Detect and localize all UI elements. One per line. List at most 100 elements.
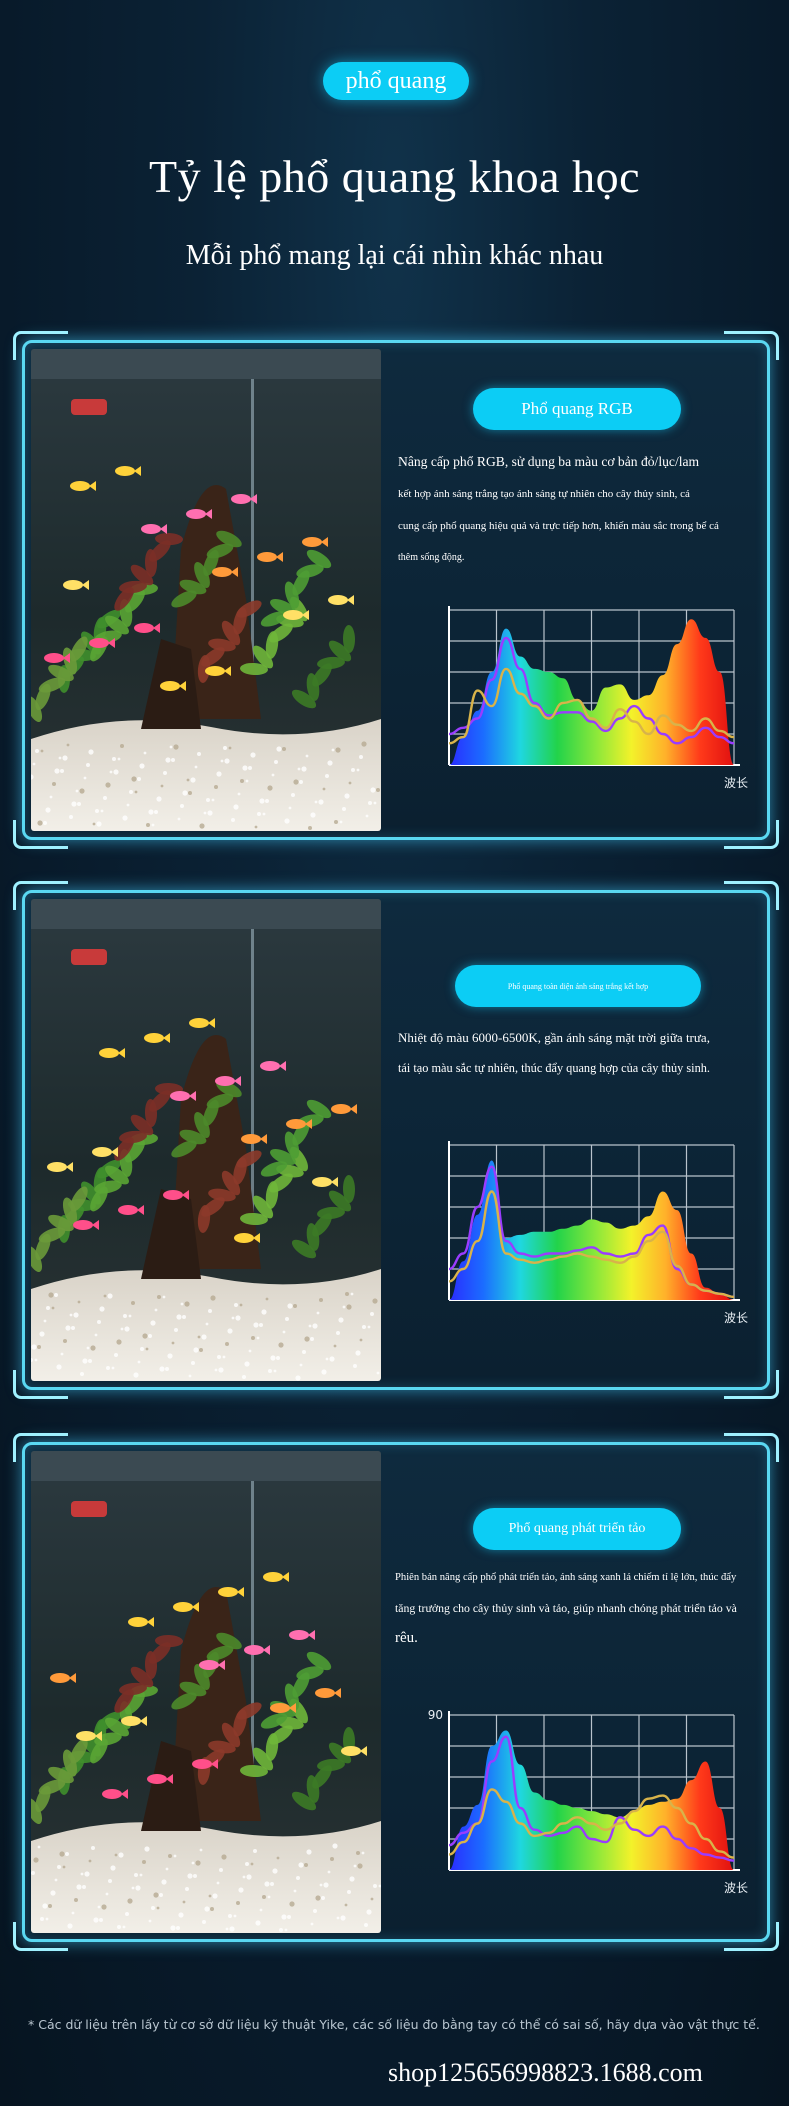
gravel-pebble [212, 1893, 218, 1899]
description-line: Nhiệt độ màu 6000-6500K, gần ánh sáng mặ… [398, 1030, 710, 1045]
gravel-pebble [93, 1917, 99, 1923]
fish-tail [153, 623, 160, 633]
gravel-pebble [126, 803, 130, 807]
gravel-pebble [293, 1889, 297, 1893]
description-line: tái tạo màu sắc tự nhiên, thúc đẩy quang… [398, 1061, 710, 1075]
fish [192, 1759, 212, 1769]
plant-leaf [312, 663, 332, 687]
plant-leaf [269, 1173, 293, 1193]
spectrum-chart: 波长 [417, 598, 748, 793]
plant-leaf [260, 1713, 288, 1729]
gravel-pebble [134, 1873, 138, 1877]
gravel-pebble [353, 1364, 357, 1368]
fish-tail [111, 1147, 118, 1157]
spectrum-label-text: Phổ quang RGB [521, 399, 633, 418]
fish-tail [166, 1774, 173, 1784]
plant-leaf [105, 615, 129, 635]
gravel-pebble [334, 820, 338, 824]
gravel-pebble [35, 749, 39, 753]
fish [289, 1630, 309, 1640]
fish [186, 509, 206, 519]
page-subtitle: Mỗi phổ mang lại cái nhìn khác nhau [185, 240, 604, 271]
gravel-pebble [118, 1852, 124, 1858]
plant-leaf [312, 1765, 332, 1789]
data-disclaimer: * Các dữ liệu trên lấy từ cơ sở dữ liệu … [28, 2017, 760, 2032]
gravel-pebble [43, 1319, 47, 1323]
plant-leaf [240, 1764, 268, 1778]
spectrum-chart: 波长 90 [417, 1703, 748, 1898]
gravel-pebble [199, 823, 205, 829]
gravel-pebble [37, 1345, 41, 1349]
plant-leaf [317, 1758, 345, 1772]
aquarium-photo [31, 349, 381, 831]
gravel-pebble [264, 1881, 270, 1887]
spectrum-label: Phổ quang toàn diện ánh sáng trắng kết h… [455, 965, 701, 1007]
plant-leaf [240, 1212, 268, 1226]
plant-leaf [236, 1702, 262, 1720]
gravel-pebble [176, 1926, 180, 1930]
gravel-pebble [117, 757, 121, 761]
gravel-pebble [253, 1849, 257, 1853]
gravel-pebble [348, 781, 352, 785]
gravel-pebble [347, 1890, 351, 1894]
gravel-pebble [111, 1366, 115, 1370]
gravel-pebble [321, 1369, 327, 1375]
gravel-pebble [234, 1303, 238, 1307]
fish-tail [237, 1587, 244, 1597]
gravel-pebble [223, 746, 227, 750]
gravel-pebble [298, 1862, 304, 1868]
fish-tail [92, 1220, 99, 1230]
gravel-pebble [182, 1900, 186, 1904]
plant-leaf [270, 1148, 296, 1166]
gravel-pebble [278, 1342, 284, 1348]
plant-leaf [208, 1740, 236, 1754]
plant-leaf [31, 1246, 43, 1272]
fish-tail [350, 1104, 357, 1114]
plant-leaf [114, 1137, 134, 1161]
fish [134, 623, 154, 633]
gravel-pebble [370, 787, 376, 793]
gravel-pebble [350, 1292, 354, 1296]
fish-tail [108, 638, 115, 648]
gravel-pebble [139, 763, 145, 769]
fish-tail [160, 524, 167, 534]
plant-leaf [119, 580, 147, 594]
fish-tail [231, 567, 238, 577]
plant-leaf [216, 1632, 242, 1650]
gravel-pebble [259, 1908, 263, 1912]
gravel-pebble [90, 1345, 96, 1351]
gravel-pebble [190, 777, 196, 783]
gravel-pebble [345, 1292, 349, 1296]
gravel-pebble [214, 1368, 218, 1372]
gravel-pebble [261, 1309, 267, 1315]
frame-corner [13, 331, 68, 360]
gravel-pebble [33, 1857, 39, 1863]
gravel-pebble [159, 1366, 165, 1372]
page-title: Tỷ lệ phổ quang khoa học [148, 151, 641, 202]
plant-leaf [94, 1180, 122, 1194]
gravel-pebble [297, 767, 301, 771]
x-axis-label: 波长 [724, 776, 748, 790]
gravel-pebble [273, 1369, 277, 1373]
fish-tail [224, 666, 231, 676]
fish-tail [218, 1660, 225, 1670]
gravel-pebble [289, 1901, 295, 1907]
plant-leaf [125, 1139, 145, 1163]
gravel-pebble [127, 1898, 133, 1904]
gravel-pebble [88, 1859, 92, 1863]
y-tick-label: 90 [428, 1708, 443, 1722]
plant-leaf [130, 1114, 154, 1136]
gravel-pebble [143, 751, 147, 755]
fish [63, 580, 83, 590]
section-tag-label: phổ quang [345, 67, 447, 94]
spectrum-area-series [449, 1730, 734, 1870]
gravel-pebble [306, 1849, 312, 1855]
fish [218, 1587, 238, 1597]
plant-leaf [179, 1681, 207, 1697]
plant-leaf [306, 1651, 332, 1671]
gravel-pebble [259, 1323, 263, 1327]
plant-leaf [291, 1791, 317, 1811]
gravel-pebble [54, 768, 60, 774]
plant-leaf [149, 1642, 171, 1664]
gravel-bed [31, 1821, 381, 1933]
